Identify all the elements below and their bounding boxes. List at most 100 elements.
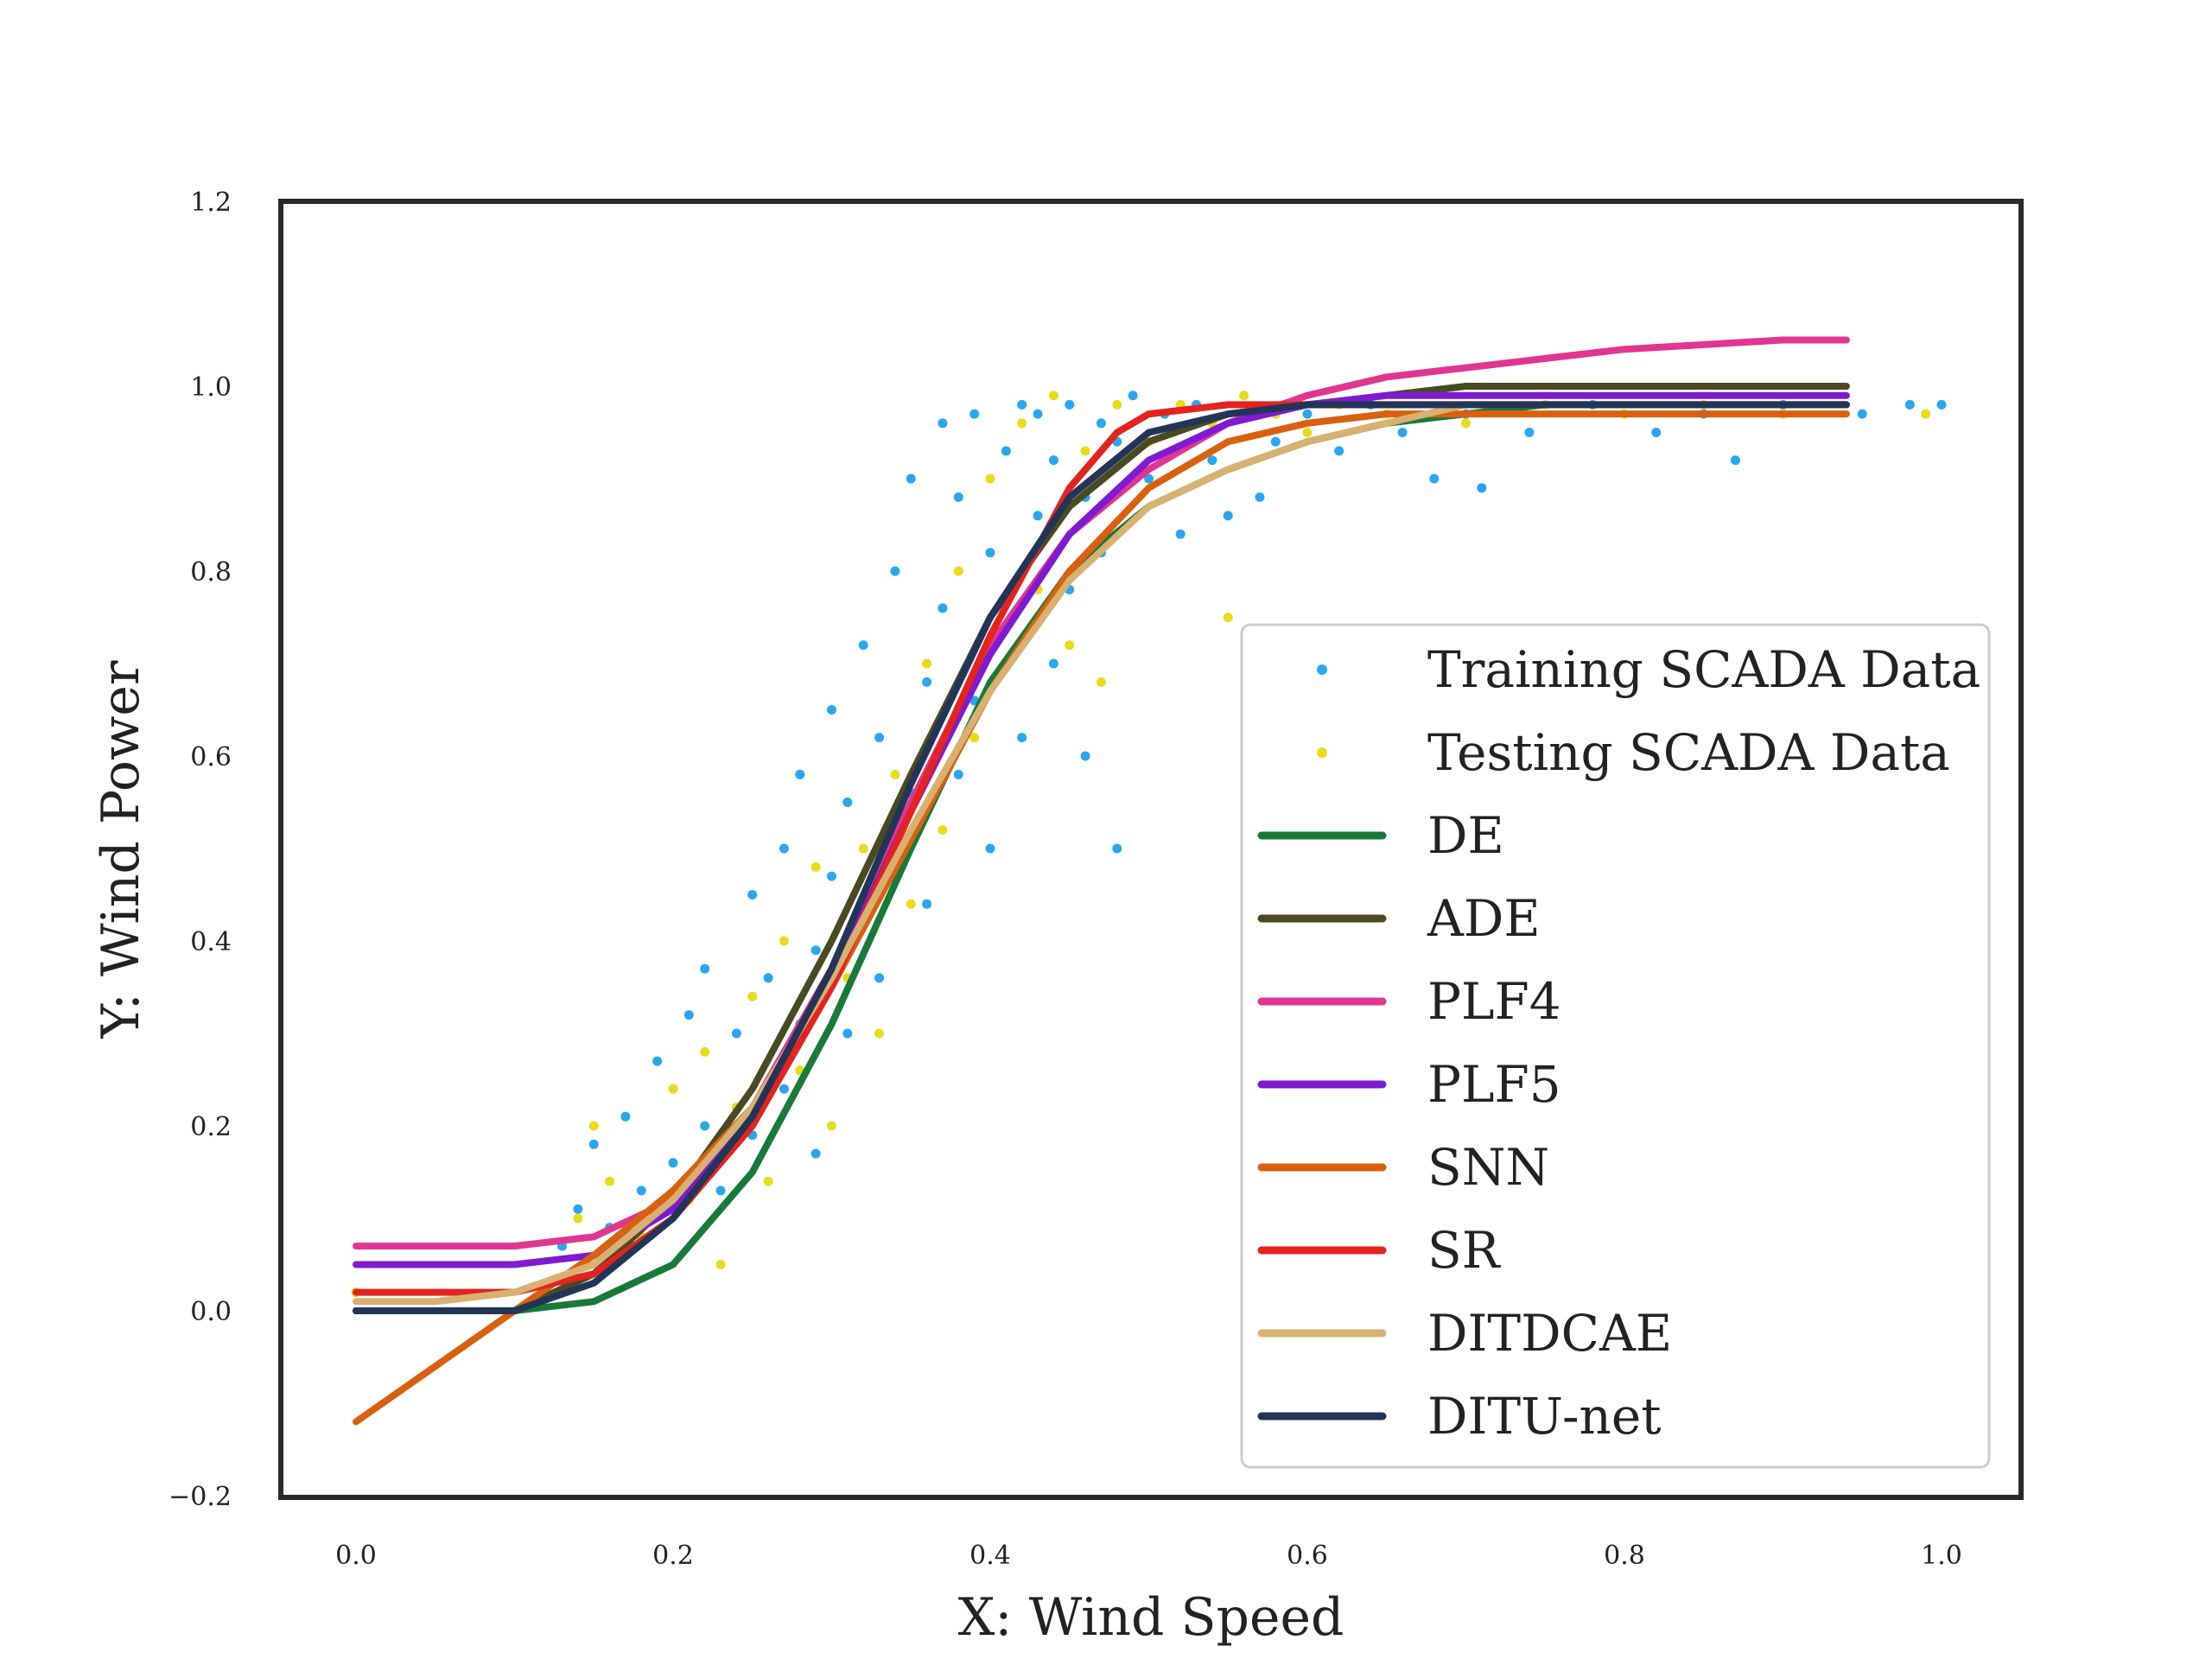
y-axis-label: Y: Wind Power bbox=[91, 660, 151, 1039]
training-scada-data-point bbox=[1651, 428, 1662, 437]
training-scada-data-point bbox=[953, 492, 963, 502]
training-scada-data-point bbox=[731, 1028, 741, 1039]
training-scada-data-point bbox=[1936, 399, 1947, 410]
training-scada-data-point bbox=[620, 1111, 631, 1122]
training-scada-data-point bbox=[1112, 843, 1122, 854]
training-scada-data-point bbox=[652, 1056, 663, 1066]
training-scada-data-point bbox=[906, 474, 916, 484]
training-scada-data-point bbox=[588, 1139, 599, 1149]
training-scada-data-point bbox=[779, 1084, 789, 1094]
x-tick-label: 0.2 bbox=[652, 1541, 694, 1571]
testing-scada-data-point bbox=[1065, 640, 1075, 651]
x-tick-label: 1.0 bbox=[1921, 1541, 1962, 1571]
legend-item-snn: SNN bbox=[1257, 1138, 1549, 1197]
testing-scada-data-point bbox=[573, 1213, 583, 1224]
testing-scada-data-point bbox=[779, 936, 789, 946]
testing-scada-data-point bbox=[1080, 446, 1090, 456]
snn-line bbox=[353, 410, 1850, 1426]
testing-scada-data-point bbox=[668, 1084, 678, 1094]
testing-scada-data-point bbox=[700, 1046, 710, 1057]
y-tick-label: 1.0 bbox=[190, 372, 232, 403]
training-scada-data-point bbox=[1001, 446, 1011, 456]
training-scada-data-point bbox=[1904, 399, 1915, 410]
training-scada-data-point bbox=[810, 1148, 821, 1159]
y-tick-label: 0.2 bbox=[190, 1112, 232, 1142]
legend-item-ade: ADE bbox=[1257, 889, 1541, 948]
testing-scada-data-point bbox=[938, 825, 948, 836]
training-scada-data-point bbox=[842, 798, 853, 807]
training-scada-data-point bbox=[938, 418, 948, 429]
training-scada-data-point bbox=[985, 843, 995, 854]
testing-scada-data-point bbox=[985, 474, 995, 484]
legend-label: Testing SCADA Data bbox=[1427, 723, 1950, 782]
training-scada-data-point bbox=[1065, 399, 1075, 410]
training-scada-data-point bbox=[874, 733, 885, 743]
legend-marker bbox=[1317, 664, 1327, 675]
training-scada-data-point bbox=[842, 1028, 853, 1039]
testing-scada-data-point bbox=[874, 1028, 885, 1039]
legend-item-testing-scada-data: Testing SCADA Data bbox=[1317, 723, 1950, 782]
training-scada-data-point bbox=[969, 409, 980, 419]
training-scada-data-point bbox=[1255, 492, 1265, 502]
legend: Training SCADA Data Testing SCADA Data DE A… bbox=[1240, 623, 1991, 1469]
x-tick-label: 0.4 bbox=[969, 1541, 1011, 1571]
training-scada-data-point bbox=[1048, 455, 1058, 466]
training-scada-data-point bbox=[874, 973, 885, 983]
training-scada-data-point bbox=[858, 640, 868, 651]
testing-scada-data-point bbox=[1017, 418, 1027, 429]
testing-scada-data-point bbox=[605, 1176, 615, 1186]
legend-label: DE bbox=[1427, 806, 1504, 865]
training-scada-data-point bbox=[1128, 391, 1138, 401]
training-scada-data-point bbox=[938, 603, 948, 613]
x-tick-label: 0.0 bbox=[335, 1541, 377, 1571]
legend-item-ditu-net: DITU-net bbox=[1257, 1387, 1662, 1446]
legend-item-sr: SR bbox=[1257, 1221, 1502, 1280]
lines-layer bbox=[353, 336, 1850, 1426]
x-tick-label: 0.6 bbox=[1287, 1541, 1328, 1571]
testing-scada-data-point bbox=[1302, 428, 1313, 437]
testing-scada-data-point bbox=[827, 1121, 836, 1131]
training-scada-data-point bbox=[795, 769, 805, 779]
ditu-net-line bbox=[353, 401, 1850, 1314]
training-scada-data-point bbox=[953, 769, 963, 779]
training-scada-data-point bbox=[1857, 409, 1867, 419]
training-scada-data-point bbox=[1477, 483, 1487, 493]
training-scada-data-point bbox=[922, 899, 932, 909]
testing-scada-data-point bbox=[1239, 391, 1249, 401]
testing-scada-data-point bbox=[715, 1260, 726, 1269]
y-tick-label: 1.2 bbox=[190, 188, 232, 218]
testing-scada-data-point bbox=[1048, 391, 1058, 401]
testing-scada-data-point bbox=[953, 566, 963, 576]
training-scada-data-point bbox=[763, 973, 773, 983]
legend-label: PLF4 bbox=[1427, 972, 1561, 1031]
y-tick-label: 0.4 bbox=[190, 927, 232, 957]
training-scada-data-point bbox=[1144, 474, 1154, 484]
legend-box bbox=[1240, 623, 1991, 1469]
y-tick-label: 0.8 bbox=[190, 557, 232, 588]
training-scada-data-point bbox=[922, 677, 932, 687]
training-scada-data-point bbox=[747, 890, 758, 899]
training-scada-data-point bbox=[715, 1185, 726, 1196]
y-tick-label: 0.0 bbox=[190, 1297, 232, 1327]
legend-label: PLF5 bbox=[1427, 1055, 1561, 1114]
training-scada-data-point bbox=[1302, 409, 1313, 419]
legend-item-ditdcae: DITDCAE bbox=[1257, 1304, 1672, 1363]
legend-label: ADE bbox=[1427, 889, 1541, 948]
training-scada-data-point bbox=[1033, 511, 1043, 521]
testing-scada-data-point bbox=[890, 769, 900, 779]
legend-label: DITDCAE bbox=[1427, 1304, 1672, 1363]
training-scada-data-point bbox=[827, 705, 836, 715]
training-scada-data-point bbox=[1017, 733, 1027, 743]
training-scada-data-point bbox=[668, 1158, 678, 1168]
legend-item-plf5: PLF5 bbox=[1257, 1055, 1561, 1114]
x-axis-label: X: Wind Speed bbox=[958, 1587, 1344, 1648]
legend-marker bbox=[1317, 747, 1327, 758]
legend-item-plf4: PLF4 bbox=[1257, 972, 1561, 1031]
testing-scada-data-point bbox=[747, 991, 758, 1001]
training-scada-data-point bbox=[1175, 529, 1185, 539]
legend-label: Training SCADA Data bbox=[1427, 640, 1980, 699]
training-scada-data-point bbox=[1080, 751, 1090, 761]
y-tick-label: 0.6 bbox=[190, 742, 232, 772]
training-scada-data-point bbox=[779, 843, 789, 854]
testing-scada-data-point bbox=[906, 899, 916, 909]
